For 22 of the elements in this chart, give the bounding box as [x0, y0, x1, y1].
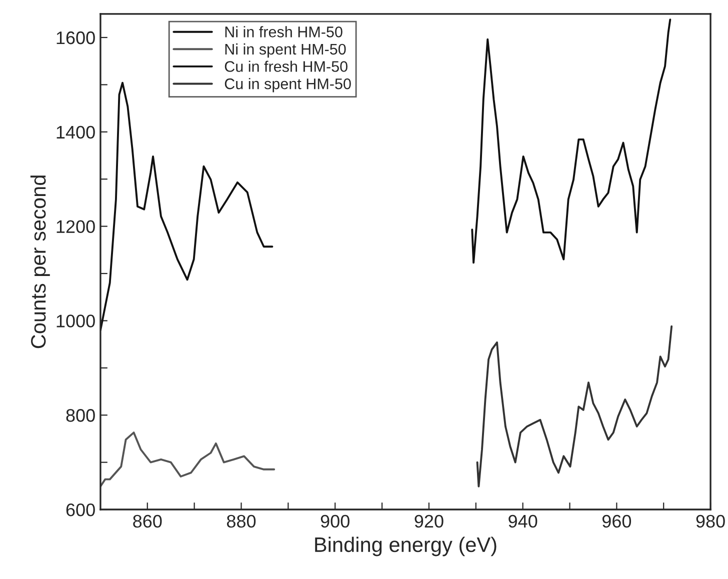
- x-tick-label: 940: [508, 514, 538, 528]
- y-tick-label: 1200: [56, 220, 95, 234]
- legend-label: Ni in fresh HM-50: [225, 26, 342, 38]
- x-tick-label: 920: [414, 514, 444, 528]
- y-tick-label: 1000: [56, 314, 95, 328]
- x-tick-label: 860: [133, 514, 162, 528]
- y-axis-title: Counts per second: [30, 176, 50, 348]
- y-tick-label: 600: [66, 503, 95, 516]
- legend-label: Cu in fresh HM-50: [224, 60, 348, 72]
- x-tick-label: 900: [320, 514, 350, 528]
- legend-label: Ni in spent HM-50: [225, 43, 346, 58]
- x-tick-label: 880: [226, 514, 256, 528]
- x-tick-label: 980: [696, 514, 725, 528]
- y-tick-label: 1600: [56, 31, 95, 44]
- line-series: [471, 18, 672, 264]
- y-tick-label: 800: [66, 409, 95, 422]
- line-series: [476, 325, 673, 488]
- y-tick-label: 1400: [56, 126, 95, 139]
- line-series: [100, 432, 276, 488]
- x-tick-label: 960: [602, 514, 632, 528]
- x-axis-title: Binding energy (eV): [315, 536, 496, 556]
- legend-label: Cu in spent HM-50: [224, 78, 351, 92]
